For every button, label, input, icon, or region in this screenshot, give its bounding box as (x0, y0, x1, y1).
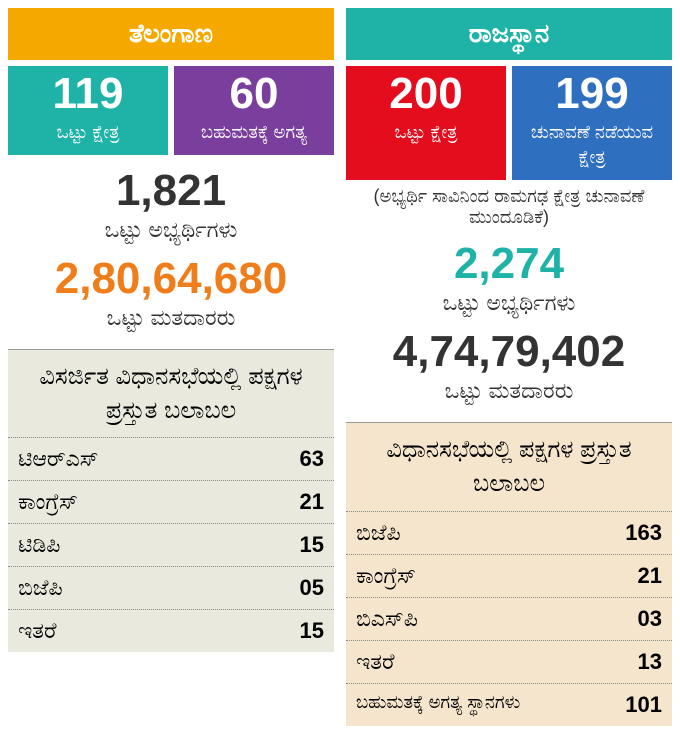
right-row-val: 21 (638, 563, 662, 589)
left-stat-1-num: 1,821 (8, 169, 334, 213)
left-row-val: 63 (300, 446, 324, 472)
right-stat-1-num: 2,274 (346, 242, 672, 286)
right-row-name: ಬಿಎಸ್‌ಪಿ (356, 606, 418, 632)
left-table-title: ವಿಸರ್ಜಿತ ವಿಧಾನಸಭೆಯಲ್ಲಿ ಪಕ್ಷಗಳ ಪ್ರಸ್ತುತ ಬ… (8, 350, 334, 437)
right-box-2-num: 199 (516, 72, 668, 116)
right-row-val: 163 (625, 520, 662, 546)
right-header: ರಾಜಸ್ಥಾನ (346, 8, 672, 60)
left-header: ತೆಲಂಗಾಣ (8, 8, 334, 60)
left-box-2-label: ಬಹುಮತಕ್ಕೆ ಅಗತ್ಯ (178, 120, 330, 145)
left-box-row: 119 ಒಟ್ಟು ಕ್ಷೇತ್ರ 60 ಬಹುಮತಕ್ಕೆ ಅಗತ್ಯ (8, 66, 334, 155)
right-column: ರಾಜಸ್ಥಾನ 200 ಒಟ್ಟು ಕ್ಷೇತ್ರ 199 ಚುನಾವಣೆ ನ… (346, 8, 672, 737)
right-row-name: ಇತರೆ (356, 649, 394, 675)
right-table-title: ವಿಧಾನಸಭೆಯಲ್ಲಿ ಪಕ್ಷಗಳ ಪ್ರಸ್ತುತ ಬಲಾಬಲ (346, 423, 672, 510)
left-stat-2-label: ಒಟ್ಟು ಮತದಾರರು (8, 305, 334, 331)
right-row-val: 03 (638, 606, 662, 632)
right-stat-2-num: 4,74,79,402 (346, 330, 672, 374)
right-row-val: 13 (638, 649, 662, 675)
left-table-row: ಇತರೆ 15 (8, 609, 334, 652)
right-table-row: ಬಿಎಸ್‌ಪಿ 03 (346, 597, 672, 640)
right-row-name: ಬಹುಮತಕ್ಕೆ ಅಗತ್ಯ ಸ್ಥಾನಗಳು (356, 692, 520, 718)
right-note: (ಅಭ್ಯರ್ಥಿ ಸಾವಿನಿಂದ ರಾಮಗಢ ಕ್ಷೇತ್ರ ಚುನಾವಣೆ… (346, 186, 672, 228)
left-row-name: ಕಾಂಗ್ರೆಸ್ (18, 489, 78, 515)
left-table-row: ಟಿಆರ್‌ಎಸ್ 63 (8, 437, 334, 480)
left-box-2: 60 ಬಹುಮತಕ್ಕೆ ಅಗತ್ಯ (174, 66, 334, 155)
right-box-2: 199 ಚುನಾವಣೆ ನಡೆಯುವ ಕ್ಷೇತ್ರ (512, 66, 672, 180)
left-table-row: ಕಾಂಗ್ರೆಸ್ 21 (8, 480, 334, 523)
right-row-name: ಕಾಂಗ್ರೆಸ್ (356, 563, 416, 589)
left-row-val: 15 (300, 618, 324, 644)
left-stat-2-num: 2,80,64,680 (8, 257, 334, 301)
left-stat-1: 1,821 ಒಟ್ಟು ಅಭ್ಯರ್ಥಿಗಳು (8, 169, 334, 243)
left-row-val: 21 (300, 489, 324, 515)
right-table-row: ಕಾಂಗ್ರೆಸ್ 21 (346, 554, 672, 597)
left-row-val: 15 (300, 532, 324, 558)
left-column: ತೆಲಂಗಾಣ 119 ಒಟ್ಟು ಕ್ಷೇತ್ರ 60 ಬಹುಮತಕ್ಕೆ ಅ… (8, 8, 334, 737)
left-box-1-num: 119 (12, 72, 164, 116)
left-stat-2: 2,80,64,680 ಒಟ್ಟು ಮತದಾರರು (8, 257, 334, 331)
left-row-val: 05 (300, 575, 324, 601)
left-table: ವಿಸರ್ಜಿತ ವಿಧಾನಸಭೆಯಲ್ಲಿ ಪಕ್ಷಗಳ ಪ್ರಸ್ತುತ ಬ… (8, 349, 334, 652)
left-row-name: ಬಿಜೆಪಿ (18, 575, 63, 601)
left-row-name: ಇತರೆ (18, 618, 56, 644)
right-box-row: 200 ಒಟ್ಟು ಕ್ಷೇತ್ರ 199 ಚುನಾವಣೆ ನಡೆಯುವ ಕ್ಷ… (346, 66, 672, 180)
right-table-row: ಬಹುಮತಕ್ಕೆ ಅಗತ್ಯ ಸ್ಥಾನಗಳು 101 (346, 683, 672, 726)
right-row-val: 101 (625, 692, 662, 718)
left-box-2-num: 60 (178, 72, 330, 116)
right-box-1-num: 200 (350, 72, 502, 116)
right-box-2-label: ಚುನಾವಣೆ ನಡೆಯುವ ಕ್ಷೇತ್ರ (516, 120, 668, 170)
left-table-row: ಬಿಜೆಪಿ 05 (8, 566, 334, 609)
right-stat-1: 2,274 ಒಟ್ಟು ಅಭ್ಯರ್ಥಿಗಳು (346, 242, 672, 316)
left-row-name: ಟಿಆರ್‌ಎಸ್ (18, 446, 99, 472)
right-table-row: ಬಿಜೆಪಿ 163 (346, 511, 672, 554)
right-table-row: ಇತರೆ 13 (346, 640, 672, 683)
right-box-1: 200 ಒಟ್ಟು ಕ್ಷೇತ್ರ (346, 66, 506, 180)
left-box-1-label: ಒಟ್ಟು ಕ್ಷೇತ್ರ (12, 120, 164, 145)
right-row-name: ಬಿಜೆಪಿ (356, 520, 401, 546)
left-table-row: ಟಿಡಿಪಿ 15 (8, 523, 334, 566)
right-box-1-label: ಒಟ್ಟು ಕ್ಷೇತ್ರ (350, 120, 502, 145)
right-table: ವಿಧಾನಸಭೆಯಲ್ಲಿ ಪಕ್ಷಗಳ ಪ್ರಸ್ತುತ ಬಲಾಬಲ ಬಿಜೆ… (346, 422, 672, 725)
left-box-1: 119 ಒಟ್ಟು ಕ್ಷೇತ್ರ (8, 66, 168, 155)
right-stat-2-label: ಒಟ್ಟು ಮತದಾರರು (346, 378, 672, 404)
left-stat-1-label: ಒಟ್ಟು ಅಭ್ಯರ್ಥಿಗಳು (8, 217, 334, 243)
right-stat-2: 4,74,79,402 ಒಟ್ಟು ಮತದಾರರು (346, 330, 672, 404)
left-row-name: ಟಿಡಿಪಿ (18, 532, 60, 558)
right-stat-1-label: ಒಟ್ಟು ಅಭ್ಯರ್ಥಿಗಳು (346, 290, 672, 316)
